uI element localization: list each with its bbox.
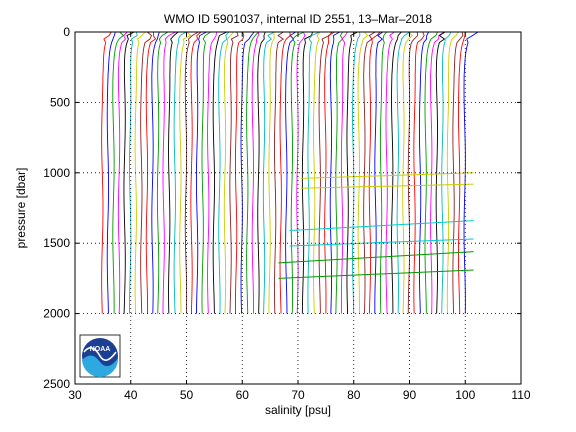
profile-line bbox=[168, 31, 179, 314]
profile-line bbox=[340, 31, 348, 314]
profile-line bbox=[313, 31, 321, 314]
profile-line bbox=[129, 31, 138, 314]
y-tick-label: 1000 bbox=[43, 166, 70, 180]
profile-line bbox=[207, 31, 218, 314]
profile-line bbox=[374, 31, 384, 314]
profile-line bbox=[368, 31, 381, 314]
highlight-segments bbox=[278, 172, 474, 279]
logo-wave bbox=[82, 355, 119, 378]
highlight-segment bbox=[289, 238, 474, 247]
y-tick-label: 0 bbox=[63, 25, 70, 39]
profile-line bbox=[251, 31, 260, 314]
profile-line bbox=[123, 31, 135, 314]
profile-line bbox=[413, 31, 425, 314]
x-tick-label: 70 bbox=[291, 388, 305, 402]
x-tick-label: 110 bbox=[511, 388, 530, 402]
y-tick-label: 1500 bbox=[43, 236, 70, 250]
profile-line bbox=[452, 31, 464, 314]
profile-line bbox=[290, 31, 305, 314]
profile-line bbox=[151, 31, 160, 314]
profile-line bbox=[140, 31, 153, 314]
y-axis-label: pressure [dbar] bbox=[14, 168, 28, 249]
profile-line bbox=[274, 31, 285, 314]
profile-line bbox=[240, 31, 255, 314]
profile-line bbox=[101, 31, 112, 314]
profile-line bbox=[223, 31, 234, 314]
profile-line bbox=[324, 31, 335, 314]
profile-line bbox=[396, 31, 411, 314]
profile-line bbox=[112, 31, 124, 314]
profile-line bbox=[418, 31, 430, 314]
chart-title: WMO ID 5901037, internal ID 2551, 13–Mar… bbox=[164, 12, 432, 26]
profile-line bbox=[318, 31, 333, 314]
profile-line bbox=[106, 31, 116, 314]
profile-line bbox=[179, 31, 192, 314]
logo-text: NOAA bbox=[90, 346, 111, 353]
x-axis-label: salinity [psu] bbox=[265, 403, 331, 417]
profile-line bbox=[407, 31, 419, 314]
profile-line bbox=[201, 31, 211, 314]
x-tick-label: 60 bbox=[236, 388, 250, 402]
profile-line bbox=[279, 31, 291, 314]
highlight-segment bbox=[278, 269, 474, 279]
profile-line bbox=[162, 31, 176, 314]
profile-line bbox=[195, 31, 207, 314]
profile-line bbox=[424, 31, 438, 314]
profile-line bbox=[268, 31, 275, 314]
x-tick-label: 30 bbox=[68, 388, 82, 402]
profile-line bbox=[329, 31, 340, 314]
x-tick-label: 80 bbox=[347, 388, 361, 402]
x-tick-label: 50 bbox=[180, 388, 194, 402]
profile-line bbox=[379, 31, 387, 314]
profile-line bbox=[363, 31, 376, 314]
x-tick-label: 90 bbox=[403, 388, 417, 402]
profile-line bbox=[156, 31, 169, 314]
x-axis: 30 40 50 60 70 80 90 100 110 bbox=[68, 32, 531, 402]
profile-line bbox=[391, 31, 402, 314]
noaa-logo: NOAA bbox=[79, 334, 121, 378]
y-tick-label: 500 bbox=[50, 95, 70, 109]
profile-line bbox=[307, 31, 320, 314]
y-tick-label: 2500 bbox=[43, 377, 70, 391]
profile-line bbox=[435, 31, 446, 314]
grid-lines bbox=[75, 32, 521, 384]
x-tick-label: 40 bbox=[124, 388, 138, 402]
y-axis: 0 500 1000 1500 2000 2500 bbox=[43, 25, 521, 391]
profile-line bbox=[212, 31, 228, 314]
profile-line bbox=[285, 31, 296, 314]
highlight-segment bbox=[300, 172, 474, 179]
y-tick-label: 2000 bbox=[43, 307, 70, 321]
highlight-segment bbox=[289, 220, 474, 232]
highlight-segment bbox=[300, 183, 474, 189]
logo-seagull bbox=[83, 347, 117, 361]
profile-line bbox=[301, 31, 313, 314]
profile-line bbox=[229, 31, 239, 314]
highlight-segment bbox=[278, 251, 474, 264]
x-tick-label: 100 bbox=[455, 388, 475, 402]
profile-line bbox=[441, 31, 452, 314]
profile-line bbox=[257, 31, 266, 314]
profile-line bbox=[296, 31, 306, 314]
